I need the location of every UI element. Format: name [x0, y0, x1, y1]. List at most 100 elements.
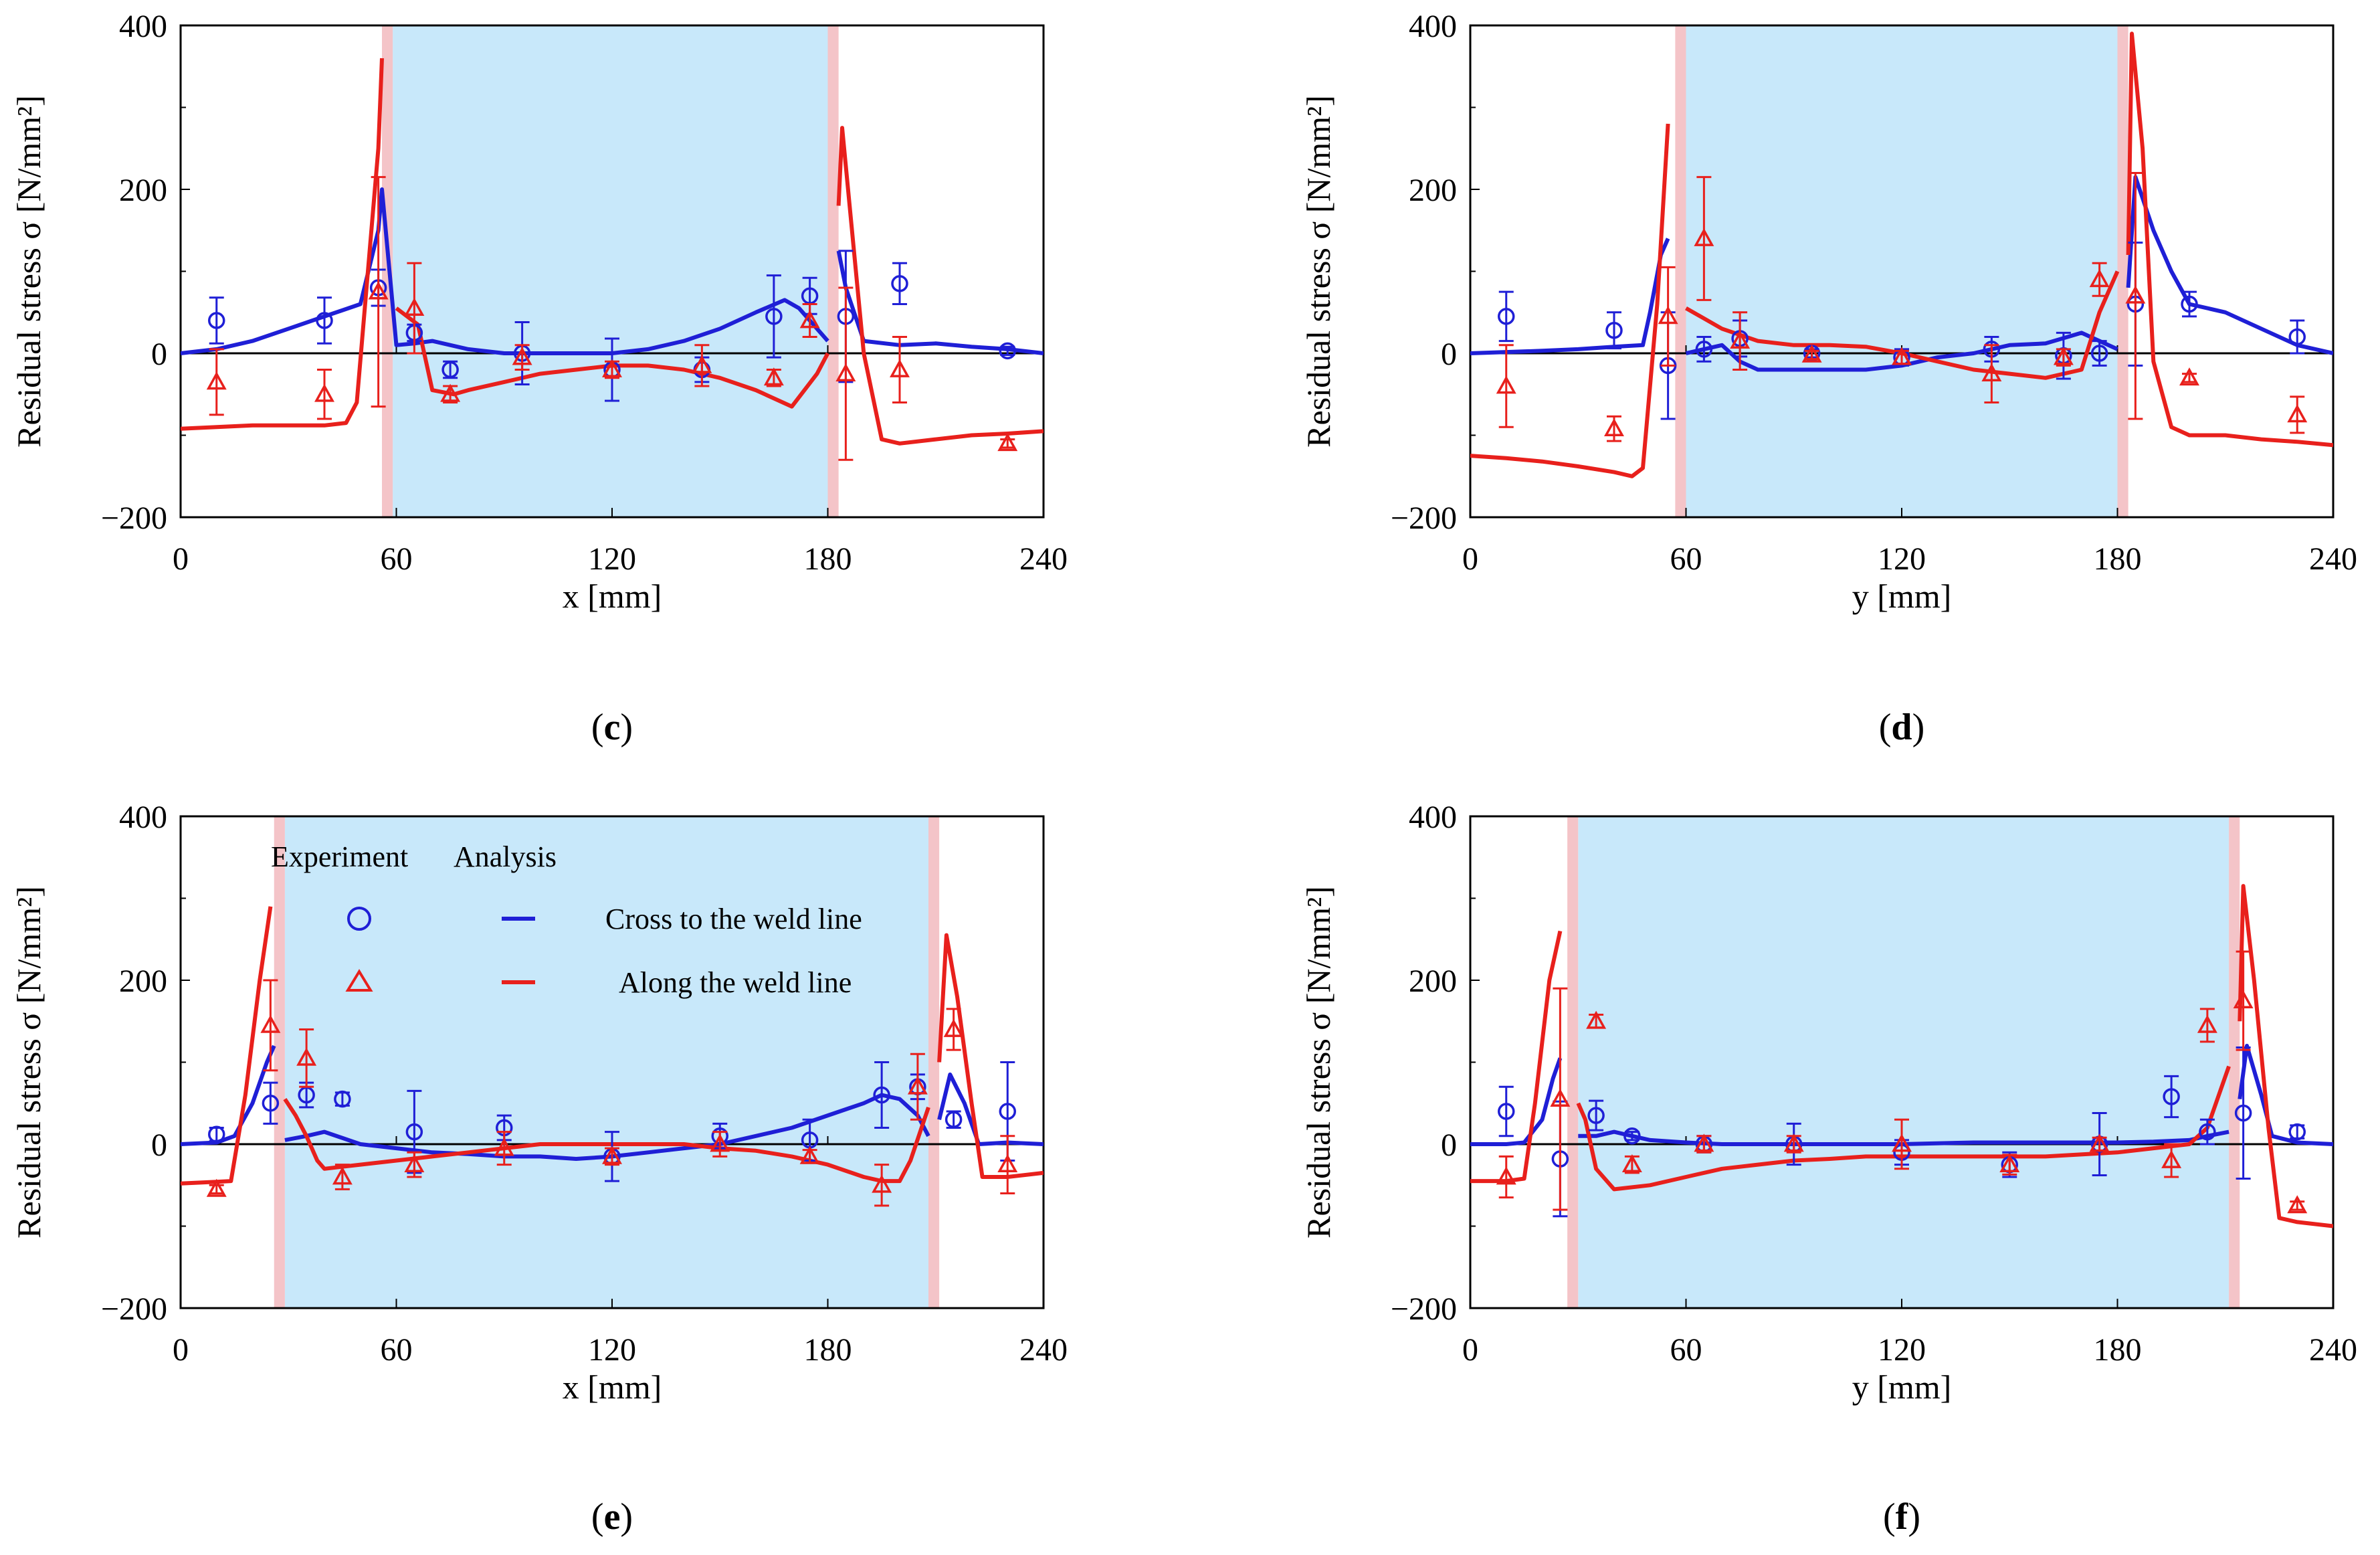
experiment-point-along — [1730, 331, 1751, 349]
y-tick-label: −200 — [101, 1291, 167, 1327]
experiment-point-along — [943, 1018, 964, 1037]
x-tick-label: 60 — [381, 541, 413, 577]
analysis-line-along — [181, 58, 384, 431]
experiment-point-along — [404, 298, 425, 316]
y-tick-label: −200 — [1391, 500, 1457, 536]
experiment-point-along — [296, 1047, 317, 1066]
experiment-point-cross — [1498, 308, 1515, 325]
experiment-point-along — [2233, 990, 2254, 1008]
weld-zone-band — [1675, 25, 1686, 517]
y-axis-title: Residual stress σ [N/mm²] — [1300, 886, 1337, 1239]
base-metal-zone — [1578, 816, 2229, 1308]
experiment-point-along — [1658, 306, 1678, 325]
analysis-line-along — [1685, 270, 2120, 380]
y-tick-label: 400 — [1409, 9, 1457, 44]
experiment-point-cross — [2288, 1123, 2306, 1141]
experiment-point-cross — [441, 361, 459, 379]
analysis-line-along — [395, 306, 830, 409]
analysis-line-along — [181, 906, 273, 1186]
experiment-point-along — [2053, 347, 2074, 365]
base-metal-zone — [1686, 25, 2118, 517]
analysis-line-along — [1470, 123, 1670, 478]
x-tick-label: 240 — [1019, 541, 1068, 577]
legend-label-along: Along the weld line — [619, 966, 852, 999]
experiment-point-along — [1892, 347, 1912, 365]
y-tick-label: −200 — [1391, 1291, 1457, 1327]
experiment-point-along — [404, 1154, 425, 1172]
experiment-point-along — [602, 359, 622, 377]
plot-series — [181, 58, 1044, 446]
analysis-line-along — [283, 1097, 930, 1184]
y-tick-label: 0 — [1441, 337, 1457, 372]
panel-label-letter: e — [604, 1496, 621, 1538]
experiment-point-cross — [2199, 1123, 2216, 1141]
experiment-point-along — [710, 1133, 730, 1152]
panel-label-close: ) — [620, 707, 633, 748]
x-tick-label: 180 — [804, 1332, 852, 1368]
experiment-point-along — [692, 355, 712, 373]
experiment-point-cross — [316, 312, 333, 329]
experiment-point-along — [1496, 1166, 1516, 1185]
experiment-point-cross — [1695, 341, 1713, 358]
y-tick-label: 0 — [151, 337, 167, 372]
experiment-point-cross — [405, 1123, 423, 1141]
panel-label-close: ) — [1912, 707, 1925, 748]
weld-zone-band — [827, 25, 839, 517]
experiment-point-along — [1694, 1133, 1714, 1152]
experiment-point-along — [494, 1137, 514, 1156]
x-tick-label: 120 — [1878, 541, 1926, 577]
experiment-point-along — [206, 371, 227, 390]
experiment-point-along — [2287, 1195, 2308, 1214]
panel-label-open: ( — [591, 707, 604, 748]
x-tick-label: 60 — [1670, 1332, 1702, 1368]
y-tick-label: 400 — [1409, 800, 1457, 835]
experiment-point-along — [206, 1178, 227, 1197]
x-axis-title: x [mm] — [563, 577, 662, 615]
analysis-line-cross — [937, 1072, 1044, 1146]
x-tick-label: 180 — [804, 541, 852, 577]
experiment-point-cross — [2181, 295, 2198, 313]
experiment-point-along — [997, 1154, 1018, 1172]
experiment-point-cross — [2288, 328, 2306, 346]
x-tick-label: 120 — [588, 541, 636, 577]
plot-series — [181, 906, 1044, 1186]
experiment-point-along — [1892, 1133, 1912, 1152]
experiment-point-cross — [2234, 1104, 2252, 1122]
analysis-line-along — [2126, 31, 2333, 448]
weld-zone-band — [274, 816, 285, 1308]
experiment-point-along — [260, 1014, 281, 1033]
experiment-point-along — [2197, 1014, 2217, 1033]
experiment-point-along — [2089, 269, 2110, 288]
experiment-point-cross — [945, 1111, 963, 1128]
experiment-point-along — [2179, 367, 2199, 386]
panel-label: (d) — [1879, 707, 1924, 748]
panel-label-close: ) — [620, 1496, 633, 1538]
experiment-point-along — [602, 1146, 622, 1164]
experiment-point-cross — [2163, 1088, 2180, 1105]
analysis-line-along — [1576, 1065, 2231, 1192]
experiment-point-along — [872, 1174, 892, 1193]
panel-label-open: ( — [1883, 1496, 1896, 1538]
experiment-point-along — [799, 1146, 820, 1164]
x-axis-title: y [mm] — [1852, 1368, 1952, 1406]
analysis-line-cross — [284, 1093, 930, 1161]
experiment-point-along — [799, 310, 820, 329]
experiment-point-cross — [262, 1095, 280, 1112]
experiment-point-cross — [999, 342, 1016, 360]
panel-label-open: ( — [591, 1496, 604, 1538]
analysis-line-cross — [181, 187, 829, 355]
experiment-point-along — [440, 383, 461, 402]
x-tick-label: 60 — [1670, 541, 1702, 577]
x-tick-label: 120 — [1878, 1332, 1926, 1368]
experiment-point-along — [835, 363, 856, 381]
panel-label-open: ( — [1879, 707, 1892, 748]
y-tick-label: 400 — [119, 800, 167, 835]
plot-series — [1470, 884, 2333, 1228]
base-metal-zone — [284, 816, 928, 1308]
x-tick-label: 60 — [381, 1332, 413, 1368]
panel-label-letter: c — [604, 707, 621, 748]
panel-label-letter: d — [1891, 707, 1912, 748]
